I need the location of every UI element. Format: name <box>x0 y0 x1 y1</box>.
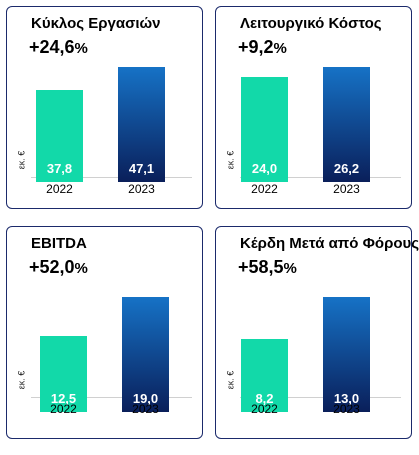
chart-panel-operating-cost: Λειτουργικό Κόστος +9,2% εκ. € 24,0 26,2… <box>215 6 412 209</box>
growth-value: +58,5% <box>238 257 297 278</box>
bar-2023: 13,0 <box>323 297 370 412</box>
bar-value-label: 12,5 <box>50 391 77 406</box>
x-tick-label-2023: 2023 <box>333 182 360 196</box>
x-axis-line <box>31 397 192 398</box>
chart-title: EBITDA <box>31 235 87 252</box>
x-axis-line <box>240 397 401 398</box>
bar-value-label: 8,2 <box>255 391 274 406</box>
bar-2023: 26,2 <box>323 67 370 182</box>
x-tick-label-2023: 2023 <box>333 402 360 416</box>
chart-title: Λειτουργικό Κόστος <box>240 15 382 32</box>
growth-number: +9,2 <box>238 37 274 57</box>
growth-percent-sign: % <box>74 260 88 277</box>
bar-2022: 37,8 <box>36 90 83 182</box>
growth-value: +9,2% <box>238 37 287 58</box>
bar-value-label: 26,2 <box>333 161 360 176</box>
bar-2023: 19,0 <box>122 297 169 412</box>
unit-label: εκ. € <box>11 141 31 179</box>
growth-value: +24,6% <box>29 37 88 58</box>
growth-percent-sign: % <box>273 40 287 57</box>
unit-label-text: εκ. € <box>16 370 26 390</box>
chart-title: Κύκλος Εργασιών <box>31 15 161 32</box>
bar-value-label: 37,8 <box>46 161 73 176</box>
chart-panel-revenue: Κύκλος Εργασιών +24,6% εκ. € 37,8 47,1 2… <box>6 6 203 209</box>
bar-2022: 24,0 <box>241 77 288 182</box>
bar-2022: 8,2 <box>241 339 288 412</box>
unit-label: εκ. € <box>220 361 240 399</box>
bar-value-label: 13,0 <box>333 391 360 406</box>
growth-number: +52,0 <box>29 257 75 277</box>
unit-label-text: εκ. € <box>225 370 235 390</box>
growth-value: +52,0% <box>29 257 88 278</box>
growth-number: +58,5 <box>238 257 284 277</box>
chart-panel-ebitda: EBITDA +52,0% εκ. € 12,5 19,0 2022 2023 <box>6 226 203 439</box>
bar-value-label: 24,0 <box>251 161 278 176</box>
unit-label: εκ. € <box>11 361 31 399</box>
chart-title: Κέρδη Μετά από Φόρους <box>240 235 419 252</box>
bar-2022: 12,5 <box>40 336 87 412</box>
bar-2023: 47,1 <box>118 67 165 182</box>
x-tick-label-2022: 2022 <box>50 402 77 416</box>
bar-value-label: 47,1 <box>128 161 155 176</box>
x-axis-line <box>31 177 192 178</box>
chart-panel-net-profit: Κέρδη Μετά από Φόρους +58,5% εκ. € 8,2 1… <box>215 226 419 439</box>
growth-percent-sign: % <box>74 40 88 57</box>
unit-label: εκ. € <box>220 141 240 179</box>
x-tick-label-2023: 2023 <box>132 402 159 416</box>
x-tick-label-2023: 2023 <box>128 182 155 196</box>
x-tick-label-2022: 2022 <box>251 182 278 196</box>
x-axis-line <box>240 177 401 178</box>
x-tick-label-2022: 2022 <box>251 402 278 416</box>
growth-number: +24,6 <box>29 37 75 57</box>
x-tick-label-2022: 2022 <box>46 182 73 196</box>
growth-percent-sign: % <box>283 260 297 277</box>
unit-label-text: εκ. € <box>225 150 235 170</box>
bar-value-label: 19,0 <box>132 391 159 406</box>
unit-label-text: εκ. € <box>16 150 26 170</box>
